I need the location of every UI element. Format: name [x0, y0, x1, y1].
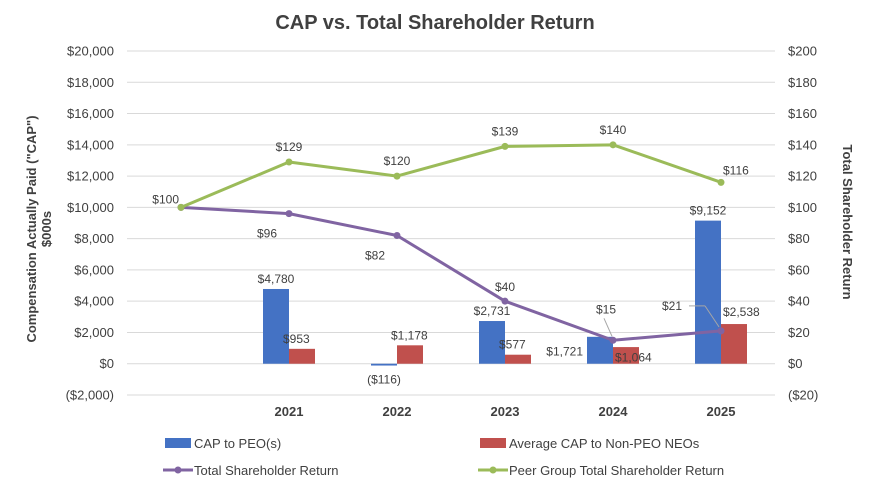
left-tick-label: $10,000 — [67, 200, 114, 215]
left-tick-label: $4,000 — [74, 294, 114, 309]
category-label: 2022 — [383, 404, 412, 419]
legend-label: Total Shareholder Return — [194, 463, 339, 478]
point-peer-tsr — [393, 172, 401, 180]
bar-cap-non-peo — [397, 345, 423, 364]
right-tick-label: $200 — [788, 44, 817, 59]
legend-swatch-bar — [480, 438, 506, 448]
category-label: 2021 — [275, 404, 304, 419]
left-tick-label: $16,000 — [67, 106, 114, 121]
right-tick-label: ($20) — [788, 388, 818, 403]
right-tick-label: $120 — [788, 169, 817, 184]
line-label-peer-tsr: $100 — [152, 192, 179, 206]
bar-label-cap-peo: $9,152 — [690, 204, 727, 218]
right-tick-label: $80 — [788, 231, 810, 246]
left-axis-title: Compensation Actually Paid ("CAP") — [24, 115, 39, 342]
bar-cap-peo — [371, 363, 397, 366]
left-tick-label: ($2,000) — [66, 388, 114, 403]
legend: CAP to PEO(s) Average CAP to Non-PEO NEOs… — [163, 436, 724, 478]
leader-line — [603, 318, 613, 337]
bar-cap-peo — [263, 288, 289, 364]
left-axis-title-unit: $000s — [39, 211, 54, 247]
bar-label-cap-non-peo: $953 — [283, 332, 310, 346]
right-axis-ticks: ($20) $0 $20 $40 $60 $80 $100 $120 $140 $160 $180 $… — [788, 44, 818, 403]
bar-label-cap-peo: ($116) — [367, 373, 401, 387]
bar-cap-non-peo — [289, 348, 315, 364]
line-peer-tsr — [180, 143, 722, 209]
left-tick-label: $6,000 — [74, 262, 114, 277]
right-tick-label: $180 — [788, 75, 817, 90]
right-axis-title: Total Shareholder Return — [840, 144, 855, 299]
bar-label-cap-peo: $1,721 — [546, 345, 583, 359]
line-label-peer-tsr: $140 — [600, 123, 627, 137]
point-tsr — [285, 210, 293, 218]
point-peer-tsr — [285, 158, 293, 166]
left-tick-label: $2,000 — [74, 325, 114, 340]
bar-cap-non-peo — [721, 324, 747, 364]
chart-title: CAP vs. Total Shareholder Return — [275, 12, 594, 34]
point-tsr — [717, 327, 725, 335]
point-peer-tsr — [609, 141, 617, 149]
point-tsr — [609, 336, 617, 344]
left-tick-label: $20,000 — [67, 44, 114, 59]
point-peer-tsr — [501, 142, 509, 150]
legend-label: Average CAP to Non-PEO NEOs — [509, 436, 700, 451]
category-labels: 2021 2022 2023 2024 2025 — [275, 404, 736, 419]
bar-label-cap-non-peo: $2,538 — [723, 305, 760, 319]
legend-swatch-marker — [489, 466, 497, 474]
point-tsr — [393, 232, 401, 240]
point-peer-tsr — [177, 203, 185, 211]
line-label-peer-tsr: $129 — [276, 140, 303, 154]
bar-label-cap-non-peo: $577 — [499, 338, 526, 352]
legend-label: CAP to PEO(s) — [194, 436, 281, 451]
line-label-peer-tsr: $116 — [723, 163, 749, 177]
legend-swatch-bar — [165, 438, 191, 448]
right-tick-label: $40 — [788, 294, 810, 309]
bar-cap-peo — [479, 321, 505, 364]
category-label: 2024 — [599, 404, 629, 419]
legend-swatch-marker — [174, 466, 182, 474]
category-label: 2025 — [707, 404, 736, 419]
bar-label-cap-non-peo: $1,064 — [615, 351, 652, 365]
legend-label: Peer Group Total Shareholder Return — [509, 463, 724, 478]
right-tick-label: $160 — [788, 106, 817, 121]
line-label-tsr: $96 — [257, 227, 277, 241]
line-label-tsr: $15 — [596, 302, 616, 316]
line-series — [177, 141, 725, 344]
left-tick-label: $18,000 — [67, 75, 114, 90]
data-labels: $4,780 ($116) $2,731 $1,721 $9,152 $953 $1,178… — [152, 123, 760, 387]
line-label-tsr: $82 — [365, 249, 385, 263]
bar-cap-peo — [695, 220, 721, 364]
leader-line — [704, 305, 720, 328]
bar-cap-peo — [587, 336, 613, 364]
left-tick-label: $0 — [100, 356, 114, 371]
left-tick-label: $14,000 — [67, 137, 114, 152]
line-tsr — [180, 205, 722, 342]
line-label-peer-tsr: $139 — [492, 124, 519, 138]
right-tick-label: $60 — [788, 262, 810, 277]
right-tick-label: $140 — [788, 137, 817, 152]
line-label-peer-tsr: $120 — [384, 154, 411, 168]
bar-label-cap-non-peo: $1,178 — [391, 328, 428, 342]
point-tsr — [501, 297, 509, 305]
bar-label-cap-peo: $2,731 — [474, 304, 511, 318]
right-tick-label: $100 — [788, 200, 817, 215]
line-label-tsr: $40 — [495, 280, 515, 294]
left-axis-ticks: ($2,000) $0 $2,000 $4,000 $6,000 $8,000 $10,00… — [66, 44, 114, 403]
right-tick-label: $0 — [788, 356, 802, 371]
category-label: 2023 — [491, 404, 520, 419]
bar-label-cap-peo: $4,780 — [258, 272, 295, 286]
left-tick-label: $8,000 — [74, 231, 114, 246]
right-tick-label: $20 — [788, 325, 810, 340]
point-peer-tsr — [717, 178, 725, 186]
bar-series — [263, 220, 747, 366]
bar-cap-non-peo — [613, 347, 639, 364]
gridlines — [127, 50, 775, 396]
line-label-tsr: $21 — [662, 299, 682, 313]
bar-cap-non-peo — [505, 354, 531, 364]
left-tick-label: $12,000 — [67, 169, 114, 184]
